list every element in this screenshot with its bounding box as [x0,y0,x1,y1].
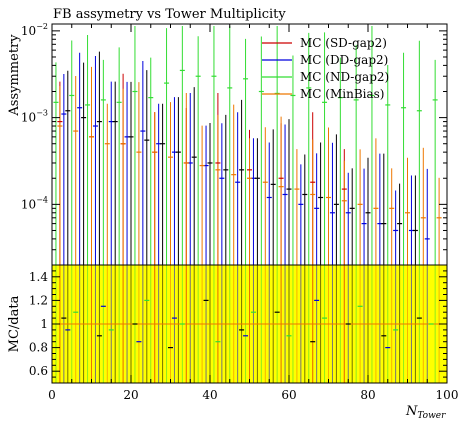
legend: MC (SD-gap2) MC (DD-gap2) MC (ND-gap2) MC (… [262,36,389,101]
ratio-panel: 0.6 0.8 1 1.2 1.4 0 20 40 60 80 100 MC/data NTowe… [7,24,458,421]
main-y-tick-label: 10−4 [21,195,48,211]
x-tick-label: 60 [281,388,296,402]
main-vertical-lines [55,26,440,265]
ratio-y-tick-label: 1.4 [29,270,48,284]
legend-label: MC (ND-gap2) [300,70,389,84]
main-data-points [53,69,442,240]
main-y-axis-label: Assymmetry [7,34,22,117]
main-panel: 10−2 10−3 10−4 Assymmetry [7,22,448,266]
x-tick-label: 40 [202,388,217,402]
main-y-axis: 10−2 10−3 10−4 [21,22,447,266]
x-tick-label: 20 [123,388,138,402]
x-tick-label: 0 [48,388,56,402]
main-y-tick-label: 10−3 [21,109,48,125]
x-tick-label: 80 [360,388,375,402]
ratio-y-tick-label: 1.2 [29,293,48,307]
x-axis-label: NTower [405,404,446,421]
main-y-tick-label: 10−2 [21,22,48,38]
legend-label: MC (SD-gap2) [300,36,387,50]
ratio-y-axis: 0.6 0.8 1 1.2 1.4 [29,264,447,384]
x-tick-label: 100 [436,388,459,402]
ratio-x-axis: 0 20 40 60 80 100 [48,24,458,402]
ratio-y-tick-label: 0.8 [29,341,48,355]
ratio-y-tick-label: 0.6 [29,364,48,378]
ratio-y-tick-label: 1 [40,317,48,331]
legend-label: MC (DD-gap2) [300,53,388,67]
ratio-data-points [61,299,434,349]
legend-label: MC (MinBias) [300,87,384,101]
ratio-y-axis-label: MC/data [7,295,22,352]
chart-title: FB assymetry vs Tower Multiplicity [53,7,286,22]
